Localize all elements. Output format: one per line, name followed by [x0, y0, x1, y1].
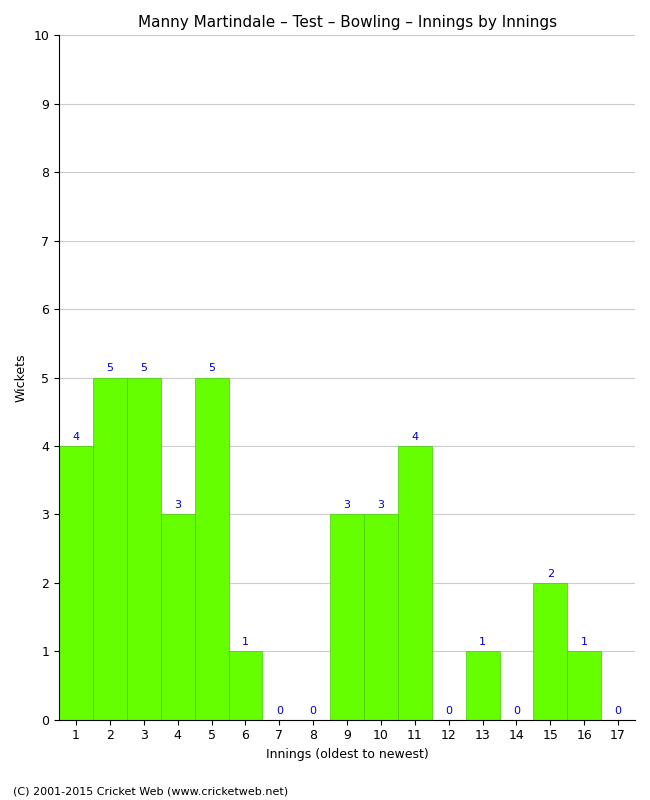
Text: 0: 0	[309, 706, 317, 716]
Bar	[127, 378, 161, 720]
Title: Manny Martindale – Test – Bowling – Innings by Innings: Manny Martindale – Test – Bowling – Inni…	[138, 15, 556, 30]
Text: 1: 1	[479, 637, 486, 647]
Bar	[364, 514, 398, 720]
Text: 0: 0	[445, 706, 452, 716]
Bar	[194, 378, 229, 720]
Text: 3: 3	[344, 500, 350, 510]
Text: 1: 1	[242, 637, 249, 647]
Text: 0: 0	[513, 706, 520, 716]
Text: 2: 2	[547, 569, 554, 578]
Text: 0: 0	[276, 706, 283, 716]
Bar	[398, 446, 432, 720]
Text: (C) 2001-2015 Cricket Web (www.cricketweb.net): (C) 2001-2015 Cricket Web (www.cricketwe…	[13, 786, 288, 796]
Text: 4: 4	[73, 432, 80, 442]
Y-axis label: Wickets: Wickets	[15, 354, 28, 402]
Bar	[534, 583, 567, 720]
Text: 0: 0	[614, 706, 621, 716]
Text: 5: 5	[140, 363, 148, 374]
Bar	[567, 651, 601, 720]
Bar	[330, 514, 364, 720]
Text: 4: 4	[411, 432, 419, 442]
Text: 3: 3	[378, 500, 384, 510]
Bar	[229, 651, 263, 720]
Text: 5: 5	[107, 363, 114, 374]
X-axis label: Innings (oldest to newest): Innings (oldest to newest)	[266, 748, 428, 761]
Text: 3: 3	[174, 500, 181, 510]
Text: 1: 1	[580, 637, 588, 647]
Text: 5: 5	[208, 363, 215, 374]
Bar	[161, 514, 194, 720]
Bar	[465, 651, 499, 720]
Bar	[93, 378, 127, 720]
Bar	[59, 446, 93, 720]
